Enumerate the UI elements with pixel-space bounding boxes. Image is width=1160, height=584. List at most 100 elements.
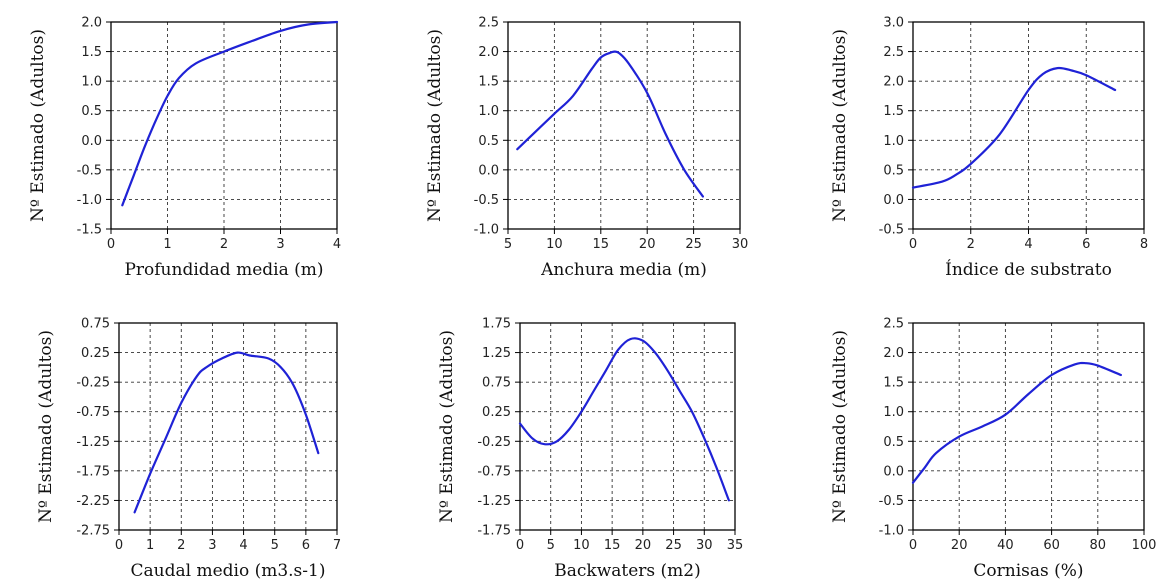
y-tick-label: 0.5 <box>478 134 499 149</box>
x-tick-label: 20 <box>951 538 968 553</box>
y-tick-label: -0.5 <box>474 193 499 208</box>
x-tick-label: 15 <box>593 237 610 252</box>
x-tick-label: 0 <box>107 237 115 252</box>
x-tick-label: 3 <box>208 538 216 553</box>
x-tick-label: 100 <box>1132 538 1157 553</box>
series-line <box>518 337 730 502</box>
x-tick-label: 30 <box>696 538 713 553</box>
x-tick-label: 6 <box>1082 237 1090 252</box>
y-tick-label: 2.5 <box>478 16 499 31</box>
x-tick-label: 20 <box>635 538 652 553</box>
y-tick-label: 0.75 <box>81 317 110 332</box>
series-line <box>516 50 704 198</box>
y-tick-label: 1.0 <box>478 104 499 119</box>
y-tick-label: -0.25 <box>76 376 110 391</box>
y-tick-label: 1.0 <box>883 134 904 149</box>
y-tick-label: -2.25 <box>76 494 110 509</box>
x-tick-label: 25 <box>665 538 682 553</box>
x-tick-label: 0 <box>115 538 123 553</box>
y-tick-label: 0.0 <box>883 193 904 208</box>
x-tick-label: 30 <box>732 237 749 252</box>
x-tick-label: 3 <box>276 237 284 252</box>
x-tick-label: 0 <box>909 538 917 553</box>
x-tick-label: 2 <box>220 237 228 252</box>
x-tick-label: 2 <box>177 538 185 553</box>
y-axis-label: Nº Estimado (Adultos) <box>425 29 445 222</box>
x-tick-label: 15 <box>604 538 621 553</box>
y-tick-label: -1.75 <box>76 464 110 479</box>
chart-substrato: 0 2 4 6 8 3.0 2.5 2.0 1.5 1.0 0.5 0.0 -0.5 Índice de … <box>830 16 1148 281</box>
y-tick-label: 1.5 <box>883 376 904 391</box>
y-tick-label: 1.75 <box>482 317 511 332</box>
x-tick-label: 7 <box>333 538 341 553</box>
y-tick-label: -0.75 <box>477 464 511 479</box>
y-tick-label: 0.25 <box>81 346 110 361</box>
plot-frame <box>507 21 741 230</box>
x-tick-label: 0 <box>516 538 524 553</box>
y-tick-label: 0.5 <box>883 163 904 178</box>
series-line <box>911 361 1122 484</box>
y-tick-label: 0.5 <box>883 435 904 450</box>
y-tick-label: 2.0 <box>478 45 499 60</box>
y-tick-label: -2.75 <box>76 524 110 539</box>
x-tick-label: 5 <box>271 538 279 553</box>
y-tick-label: 2.5 <box>883 317 904 332</box>
x-tick-label: 5 <box>547 538 555 553</box>
plot-frame <box>110 21 338 230</box>
x-axis-label: Caudal medio (m3.s-1) <box>131 561 326 581</box>
y-axis-label: Nº Estimado (Adultos) <box>830 29 850 222</box>
x-axis-label: Profundidad media (m) <box>124 260 323 280</box>
y-tick-label: 2.0 <box>883 346 904 361</box>
chart-profundidad: 0 1 2 3 4 2.0 1.5 1.0 0.5 0.0 -0.5 -1.0 -1.5 Profundi… <box>28 16 341 281</box>
y-tick-label: -0.25 <box>477 435 511 450</box>
y-tick-label: 0.0 <box>883 464 904 479</box>
x-tick-label: 0 <box>909 237 917 252</box>
y-tick-label: -0.5 <box>77 163 102 178</box>
x-tick-label: 4 <box>1024 237 1032 252</box>
y-tick-label: 1.25 <box>482 346 511 361</box>
y-tick-label: 1.5 <box>883 104 904 119</box>
x-tick-label: 80 <box>1090 538 1107 553</box>
y-axis-label: Nº Estimado (Adultos) <box>437 330 457 523</box>
x-tick-label: 6 <box>302 538 310 553</box>
y-tick-label: -1.75 <box>477 524 511 539</box>
y-tick-label: -0.5 <box>879 494 904 509</box>
x-axis-label: Anchura media (m) <box>540 260 707 280</box>
chart-anchura: 5 10 15 20 25 30 2.5 2.0 1.5 1.0 0.5 0.0 -0.5 -1.0 Anc… <box>425 16 748 281</box>
x-tick-label: 10 <box>546 237 563 252</box>
x-tick-label: 2 <box>967 237 975 252</box>
y-tick-label: 0.5 <box>81 104 102 119</box>
x-tick-label: 35 <box>727 538 744 553</box>
y-axis-label: Nº Estimado (Adultos) <box>830 330 850 523</box>
y-tick-label: 3.0 <box>883 16 904 31</box>
y-tick-label: 2.5 <box>883 45 904 60</box>
y-tick-label: 1.0 <box>883 405 904 420</box>
y-tick-label: 0.75 <box>482 376 511 391</box>
plot-frame <box>519 322 736 531</box>
x-tick-label: 1 <box>163 237 171 252</box>
chart-cornisas: 0 20 40 60 80 100 2.5 2.0 1.5 1.0 0.5 0.0 -0.5 -1.0 Co… <box>830 317 1156 582</box>
x-tick-label: 1 <box>146 538 154 553</box>
x-axis-label: Cornisas (%) <box>973 561 1083 581</box>
x-axis-label: Índice de substrato <box>945 259 1112 280</box>
y-tick-label: 1.5 <box>478 75 499 90</box>
y-axis-label: Nº Estimado (Adultos) <box>36 330 56 523</box>
x-tick-label: 8 <box>1140 237 1148 252</box>
plot-frame <box>118 322 338 531</box>
chart-caudal: 0 1 2 3 4 5 6 7 0.75 0.25 -0.25 -0.75 -1.25 -1.75 -2.2… <box>36 317 341 582</box>
y-axis-label: Nº Estimado (Adultos) <box>28 29 48 222</box>
x-tick-label: 5 <box>504 237 512 252</box>
y-tick-label: 0.0 <box>81 134 102 149</box>
y-tick-label: 2.0 <box>883 75 904 90</box>
y-tick-label: -1.25 <box>76 435 110 450</box>
series-line <box>911 66 1117 189</box>
x-tick-label: 40 <box>997 538 1014 553</box>
y-tick-label: -0.75 <box>76 405 110 420</box>
x-axis-label: Backwaters (m2) <box>554 561 700 581</box>
x-tick-label: 4 <box>239 538 247 553</box>
series-line <box>133 351 320 514</box>
plot-frame <box>912 322 1145 531</box>
x-tick-label: 25 <box>685 237 702 252</box>
y-tick-label: 1.0 <box>81 75 102 90</box>
y-tick-label: -1.25 <box>477 494 511 509</box>
